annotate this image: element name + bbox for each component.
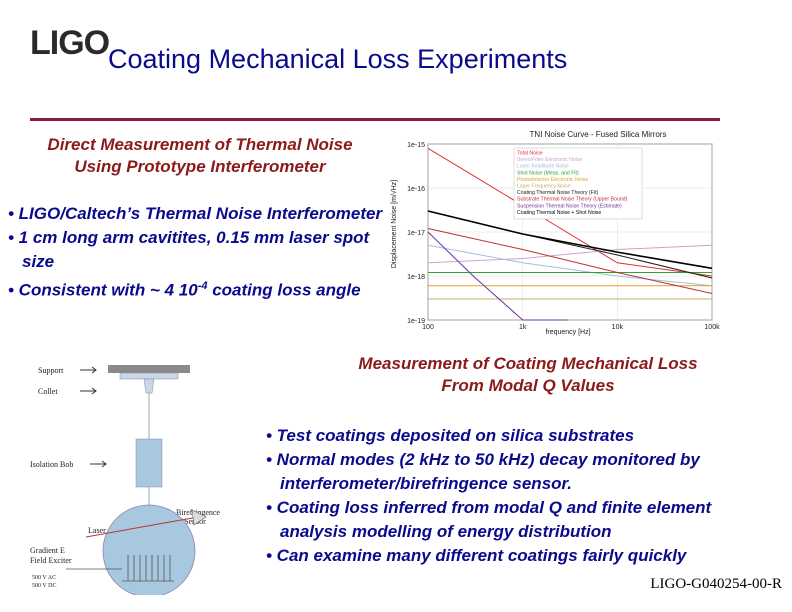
label-isolation-bob: Isolation Bob	[30, 460, 73, 469]
section2-title-line2: From Modal Q Values	[441, 376, 615, 395]
isolation-bob	[135, 438, 163, 488]
label-voltage-ac: 500 V AC	[32, 575, 56, 581]
bullet-item: • Test coatings deposited on silica subs…	[266, 426, 635, 445]
silica-substrate	[102, 504, 196, 595]
laser-beam	[85, 516, 199, 538]
series-line	[427, 228, 713, 294]
x-tick-label: 10k	[612, 324, 624, 331]
legend-box	[513, 147, 643, 220]
y-axis-label: Displacement Noise [m/√Hz]	[390, 180, 398, 268]
label-collet: Collet	[38, 387, 58, 396]
section2-title: Measurement of Coating Mechanical Loss F…	[318, 353, 738, 397]
series-line	[427, 147, 713, 277]
section1-title-line1: Direct Measurement of Thermal Noise	[47, 135, 353, 154]
legend-entry: Total Noise	[517, 151, 543, 157]
tick-labels: 100 1k 10k 100k 1e-15 1e-16 1e-17 1e-18 1e-19	[407, 142, 720, 331]
label-gradient: Gradient E	[30, 546, 65, 555]
sensor-icon	[191, 509, 207, 526]
bullet-text: coating loss angle	[207, 280, 361, 300]
y-tick-label: 1e-19	[407, 318, 425, 325]
bullet-item: • 1 cm long arm cavitites, 0.15 mm laser…	[8, 228, 370, 271]
document-id: LIGO-G040254-00-R	[650, 576, 782, 592]
legend-entry: Servo/Filter Electronic Noise	[517, 157, 583, 163]
title-divider	[30, 118, 720, 121]
section1-bullets: • LIGO/Caltech’s Thermal Noise Interfero…	[4, 202, 394, 303]
field-exciter-comb	[122, 555, 174, 582]
series-line	[427, 244, 713, 287]
legend-entry: Photodetector Electronic Noise	[517, 177, 588, 183]
section1-title-line2: Using Prototype Interferometer	[74, 157, 326, 176]
legend-entry: Coating Thermal Noise Theory (Fit)	[517, 190, 598, 196]
series-line	[427, 210, 713, 270]
y-tick-label: 1e-16	[407, 186, 425, 193]
noise-curve-chart: TNI Noise Curve - Fused Silica Mirrors D…	[388, 124, 726, 336]
bullet-text: • Consistent with ~ 4 10	[8, 280, 198, 300]
legend-entry: Suspension Thermal Noise Theory (Estimat…	[517, 203, 622, 209]
legend-entry: Substrate Thermal Noise Theory (Upper Bo…	[517, 197, 628, 203]
exponent: -4	[197, 280, 208, 292]
support-plate	[108, 365, 190, 373]
x-axis-label: frequency [Hz]	[545, 329, 590, 336]
bullet-item: • Can examine many different coatings fa…	[266, 546, 687, 565]
chart-title: TNI Noise Curve - Fused Silica Mirrors	[530, 130, 667, 139]
label-laser: Laser	[88, 526, 106, 535]
collet-tip	[143, 378, 155, 394]
x-tick-label: 100	[422, 324, 434, 331]
section1-title: Direct Measurement of Thermal Noise Usin…	[10, 134, 390, 178]
x-tick-label: 1k	[519, 324, 527, 331]
legend-entry: Shot Noise (Meas. and Fit)	[517, 170, 579, 176]
apparatus-diagram: Support Collet Isolation Bob Birefringen…	[30, 365, 220, 595]
label-field-exciter: Field Exciter	[30, 556, 72, 565]
bullet-item: • Normal modes (2 kHz to 50 kHz) decay m…	[266, 450, 700, 493]
y-tick-label: 1e-18	[407, 274, 425, 281]
arrow-icon	[80, 366, 97, 374]
legend-entry: Coating Thermal Noise + Shot Noise	[517, 210, 601, 216]
label-support: Support	[38, 366, 64, 375]
series-group	[427, 147, 713, 321]
label-voltage-dc: 500 V DC	[32, 583, 56, 589]
arrow-icon	[90, 460, 107, 468]
legend-entry: Laser Amplitude Noise	[517, 164, 569, 170]
collet	[119, 372, 179, 380]
arrow-icon	[80, 387, 97, 395]
section2-bullets: • Test coatings deposited on silica subs…	[262, 424, 782, 568]
legend-entry: Laser Frequency Noise	[517, 184, 571, 190]
label-birefringence: Birefringence	[176, 508, 220, 517]
y-tick-label: 1e-15	[407, 142, 425, 149]
section2-title-line1: Measurement of Coating Mechanical Loss	[358, 354, 698, 373]
bullet-item: • Coating loss inferred from modal Q and…	[266, 498, 712, 541]
bullet-item: • LIGO/Caltech’s Thermal Noise Interfero…	[8, 204, 383, 223]
series-line	[427, 244, 713, 264]
series-line	[427, 231, 568, 321]
y-tick-label: 1e-17	[407, 230, 425, 237]
x-tick-label: 100k	[704, 324, 720, 331]
page-title: Coating Mechanical Loss Experiments	[108, 44, 568, 74]
ligo-logo: LIGO	[30, 24, 110, 62]
bullet-item: • Consistent with ~ 4 10-4 coating loss …	[4, 274, 394, 303]
